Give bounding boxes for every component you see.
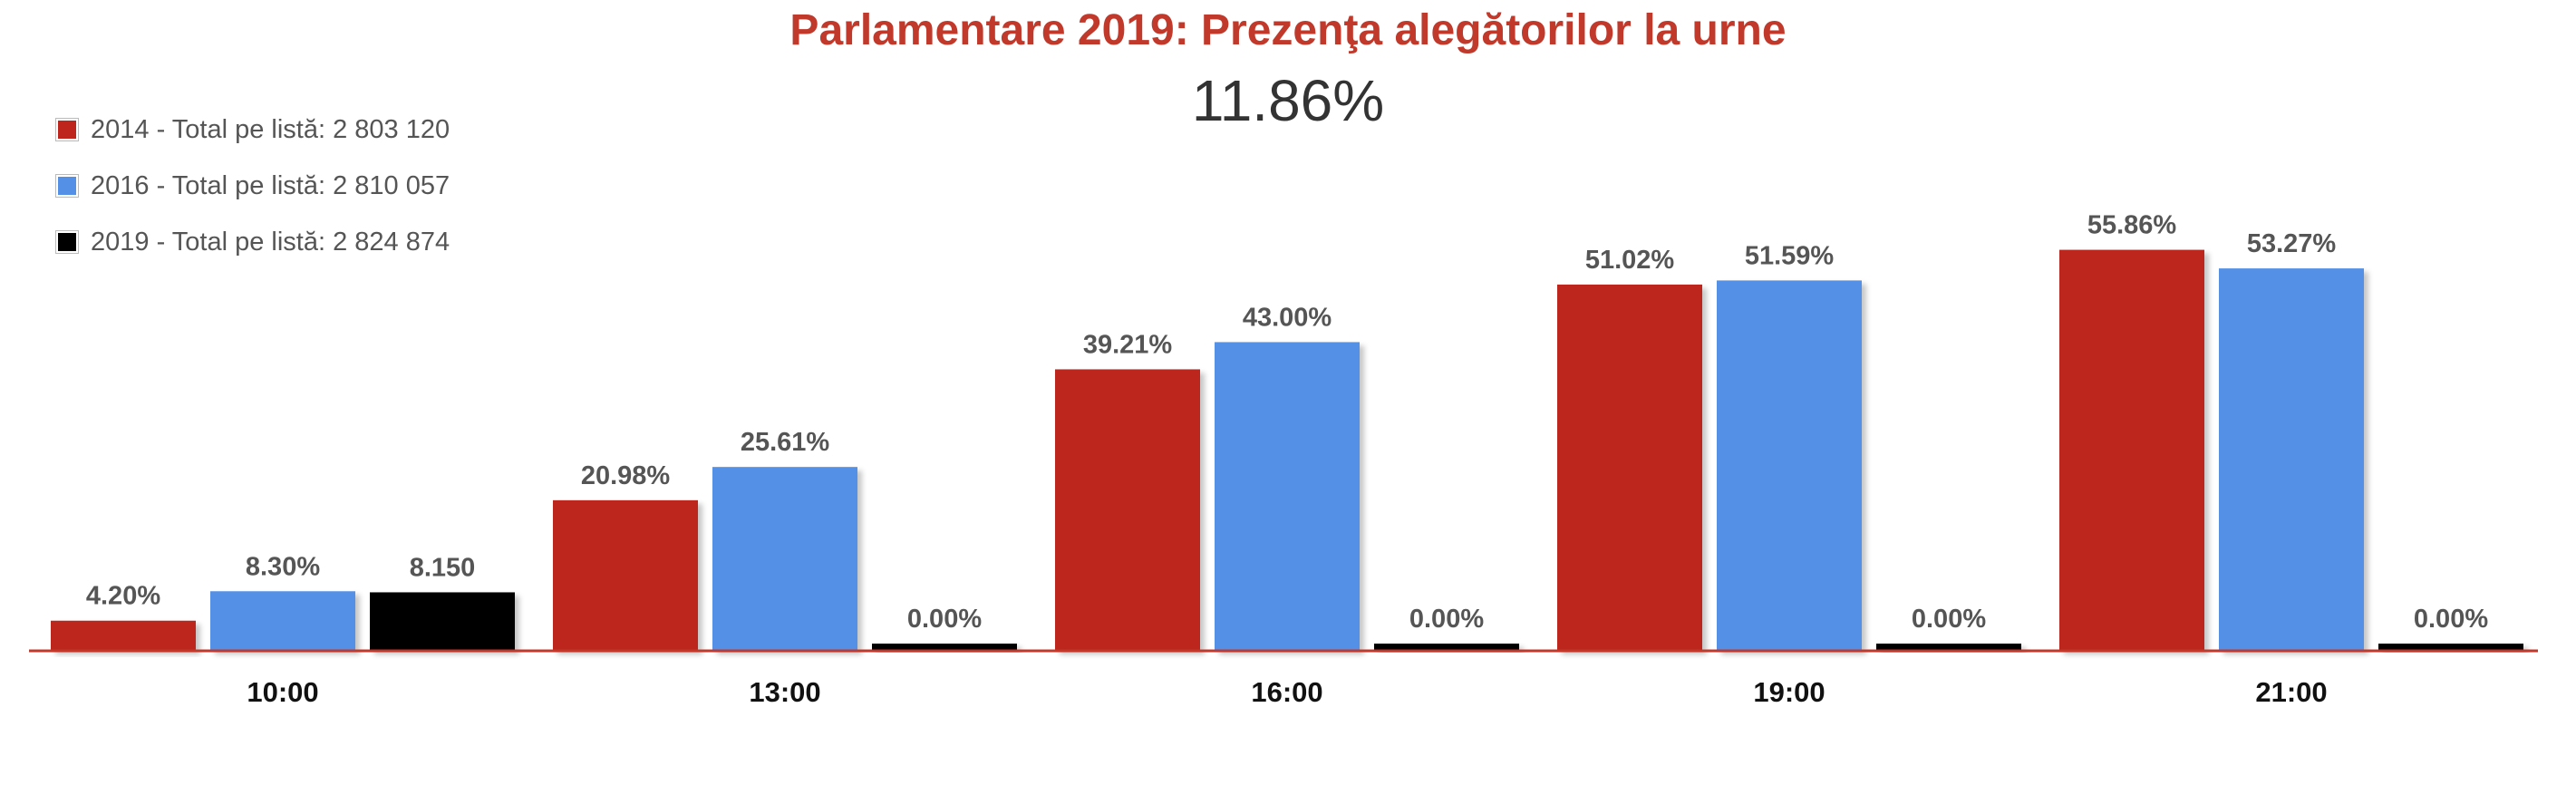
- x-tick-label-1900: 19:00: [1753, 676, 1825, 708]
- bar-2016-1600[interactable]: [1215, 342, 1360, 651]
- x-tick-label-1600: 16:00: [1251, 676, 1322, 708]
- bar-2016-1300[interactable]: [712, 467, 857, 651]
- data-label-2019-1300: 0.00%: [907, 605, 982, 634]
- bar-2019-1900[interactable]: [1876, 644, 2021, 651]
- bar-2016-1000[interactable]: [210, 591, 355, 651]
- bar-2019-1000[interactable]: [370, 592, 515, 651]
- bar-2014-2100[interactable]: [2059, 249, 2204, 651]
- legend-swatch-2019: [55, 230, 79, 254]
- legend-item-2014[interactable]: 2014 - Total pe listă: 2 803 120: [55, 102, 450, 158]
- data-label-2014-1600: 39.21%: [1083, 330, 1173, 359]
- x-tick-label-1000: 10:00: [247, 676, 318, 708]
- bar-2014-1600[interactable]: [1055, 369, 1200, 651]
- legend-label-2019: 2019 - Total pe listă: 2 824 874: [91, 227, 450, 257]
- data-label-2016-1300: 25.61%: [741, 428, 830, 457]
- data-label-2016-2100: 53.27%: [2247, 229, 2337, 258]
- bar-2019-1600[interactable]: [1374, 644, 1519, 651]
- bar-2016-1900[interactable]: [1717, 280, 1862, 651]
- legend-item-2019[interactable]: 2019 - Total pe listă: 2 824 874: [55, 214, 450, 270]
- data-label-2014-1000: 4.20%: [86, 582, 160, 611]
- bar-2016-2100[interactable]: [2219, 268, 2364, 651]
- bar-2019-2100[interactable]: [2378, 644, 2523, 651]
- x-tick-label-2100: 21:00: [2255, 676, 2327, 708]
- data-label-2019-1600: 0.00%: [1409, 605, 1484, 634]
- legend-swatch-2014: [55, 118, 79, 141]
- bar-2019-1300[interactable]: [872, 644, 1017, 651]
- data-label-2019-2100: 0.00%: [2414, 605, 2488, 634]
- chart-subtitle: 11.86%: [1191, 68, 1385, 133]
- bar-2014-1000[interactable]: [51, 620, 196, 651]
- data-label-2014-1300: 20.98%: [581, 461, 671, 490]
- bar-2014-1300[interactable]: [553, 499, 698, 651]
- data-label-2014-1900: 51.02%: [1585, 246, 1675, 275]
- data-label-2019-1000: 8.150: [410, 553, 476, 582]
- legend-label-2014: 2014 - Total pe listă: 2 803 120: [91, 114, 450, 144]
- data-label-2016-1000: 8.30%: [246, 552, 320, 581]
- data-label-2016-1900: 51.59%: [1745, 241, 1835, 270]
- bar-2014-1900[interactable]: [1557, 284, 1702, 651]
- data-label-2019-1900: 0.00%: [1912, 605, 1986, 634]
- data-label-2016-1600: 43.00%: [1243, 303, 1332, 332]
- data-label-2014-2100: 55.86%: [2087, 211, 2177, 240]
- chart-title: Parlamentare 2019: Prezenţa alegătorilor…: [789, 6, 1787, 54]
- chart-legend: 2014 - Total pe listă: 2 803 120 2016 - …: [55, 102, 450, 270]
- x-tick-label-1300: 13:00: [749, 676, 820, 708]
- legend-swatch-2016: [55, 174, 79, 198]
- legend-label-2016: 2016 - Total pe listă: 2 810 057: [91, 170, 450, 200]
- legend-item-2016[interactable]: 2016 - Total pe listă: 2 810 057: [55, 158, 450, 214]
